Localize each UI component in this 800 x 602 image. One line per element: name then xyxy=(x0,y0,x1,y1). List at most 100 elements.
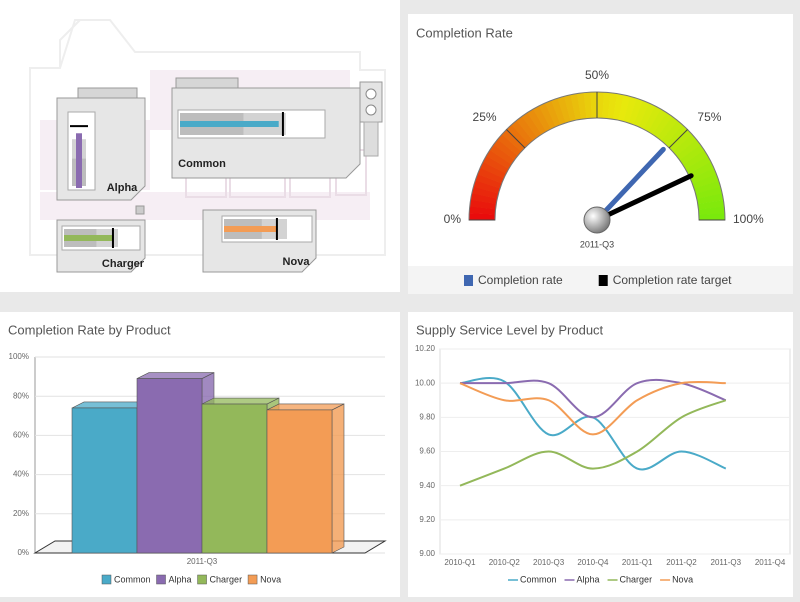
gauge-arc xyxy=(576,92,587,120)
legend-label: Charger xyxy=(620,574,653,584)
series-line xyxy=(459,399,727,487)
legend-label: Charger xyxy=(210,574,243,584)
gauge-arc xyxy=(696,193,724,205)
gauge-arc xyxy=(551,98,566,125)
y-tick-label: 40% xyxy=(13,470,29,479)
gauge-needle xyxy=(594,173,694,223)
gauge-arc xyxy=(679,144,705,165)
gauge-arc xyxy=(612,93,624,121)
x-tick-label: 2010-Q1 xyxy=(444,558,476,567)
y-tick-label: 9.20 xyxy=(419,515,435,524)
gauge-arc xyxy=(697,199,725,210)
x-tick-label: 2011-Q3 xyxy=(187,557,218,566)
y-tick-label: 9.60 xyxy=(419,447,435,456)
gauge-arc xyxy=(544,100,561,127)
bullet-tab xyxy=(77,87,138,99)
series-line xyxy=(459,380,726,436)
gauge-arc xyxy=(501,129,526,152)
bar xyxy=(201,403,268,554)
legend-swatch xyxy=(101,574,112,585)
bar-top xyxy=(201,397,280,405)
x-tick-label: 2011-Q2 xyxy=(666,558,697,567)
gauge-arc xyxy=(676,139,701,161)
gauge-arc xyxy=(516,116,538,141)
y-tick-label: 80% xyxy=(13,391,29,400)
gauge-arc xyxy=(511,120,534,145)
bullet-label: Nova xyxy=(283,256,311,268)
gauge-arc xyxy=(623,96,637,124)
gauge-tick-label: 50% xyxy=(585,68,609,82)
panel xyxy=(408,312,793,597)
y-tick-label: 9.40 xyxy=(419,481,435,490)
bullet-bar xyxy=(224,226,277,232)
gauge-arc xyxy=(583,92,592,119)
bar-side xyxy=(331,403,345,554)
gauge-arc xyxy=(570,93,582,121)
gauge-arc xyxy=(482,155,509,174)
gauge-arc xyxy=(557,96,571,123)
legend-label: Alpha xyxy=(577,574,600,584)
gauge-arc xyxy=(665,124,688,149)
gauge-arc xyxy=(694,180,721,194)
gauge-arc xyxy=(687,161,715,179)
bar xyxy=(136,378,203,554)
gauge-arc xyxy=(563,94,577,122)
gauge-arc xyxy=(638,103,656,130)
y-tick-label: 100% xyxy=(9,352,29,361)
legend-swatch xyxy=(464,275,473,286)
gauge-arc xyxy=(521,112,542,138)
bullet-label: Charger xyxy=(102,258,145,270)
gauge-arc xyxy=(486,150,512,169)
gauge-arc xyxy=(597,92,605,119)
legend-label: Common xyxy=(114,574,151,584)
legend-label: Nova xyxy=(672,574,693,584)
gauge-arc xyxy=(480,161,507,179)
gauge-arc xyxy=(473,180,501,194)
gauge-tick-label: 100% xyxy=(733,212,764,226)
gauge-arc xyxy=(538,102,556,130)
legend-swatch xyxy=(197,574,207,585)
legend-swatch xyxy=(247,574,258,585)
bullet-layer: Alpha Common Charger Nova xyxy=(56,77,361,273)
gauge-arc xyxy=(672,134,697,157)
gauge-arc xyxy=(497,134,522,156)
gauge-arc xyxy=(590,92,598,119)
x-tick-label: 2010-Q2 xyxy=(489,558,521,567)
bullet-label: Common xyxy=(178,158,226,170)
gauge-arc xyxy=(685,156,712,174)
gauge-arc xyxy=(618,94,631,122)
gauge-tick-label: 0% xyxy=(444,212,462,226)
gauge-arc xyxy=(669,129,693,152)
bullet-bar xyxy=(64,235,114,241)
bar xyxy=(266,409,333,554)
gauge-arc xyxy=(489,144,515,165)
panel xyxy=(408,14,793,294)
legend-swatch xyxy=(156,574,166,585)
gauge-arc xyxy=(471,186,499,199)
gauge-needle xyxy=(594,146,666,223)
y-tick-label: 9.80 xyxy=(419,412,435,421)
gauge-arc xyxy=(469,199,497,210)
bullet-bar xyxy=(76,133,82,188)
x-tick-label: 2010-Q3 xyxy=(533,558,565,567)
gauge-pivot xyxy=(583,206,611,234)
legend-label: Completion rate xyxy=(478,273,563,287)
x-tick-label: 2010-Q4 xyxy=(577,558,609,567)
y-tick-label: 9.00 xyxy=(419,549,435,558)
x-tick-label: 2011-Q4 xyxy=(755,558,786,567)
gauge-arc xyxy=(470,193,498,205)
gauge-arc xyxy=(607,92,618,120)
bullet-tab xyxy=(175,77,239,89)
bar-title: Completion Rate by Product xyxy=(8,322,171,337)
gauge-arc xyxy=(475,173,502,189)
gauge-arc xyxy=(628,98,644,125)
y-tick-label: 60% xyxy=(13,431,29,440)
gauge-arc xyxy=(698,206,725,215)
y-tick-label: 10.00 xyxy=(415,378,436,387)
gauge-tick-label: 25% xyxy=(473,110,497,124)
gauge-arc xyxy=(682,150,709,170)
gauge-arc xyxy=(698,213,725,221)
gauge-arc xyxy=(652,112,673,138)
x-tick-label: 2011-Q1 xyxy=(622,558,653,567)
